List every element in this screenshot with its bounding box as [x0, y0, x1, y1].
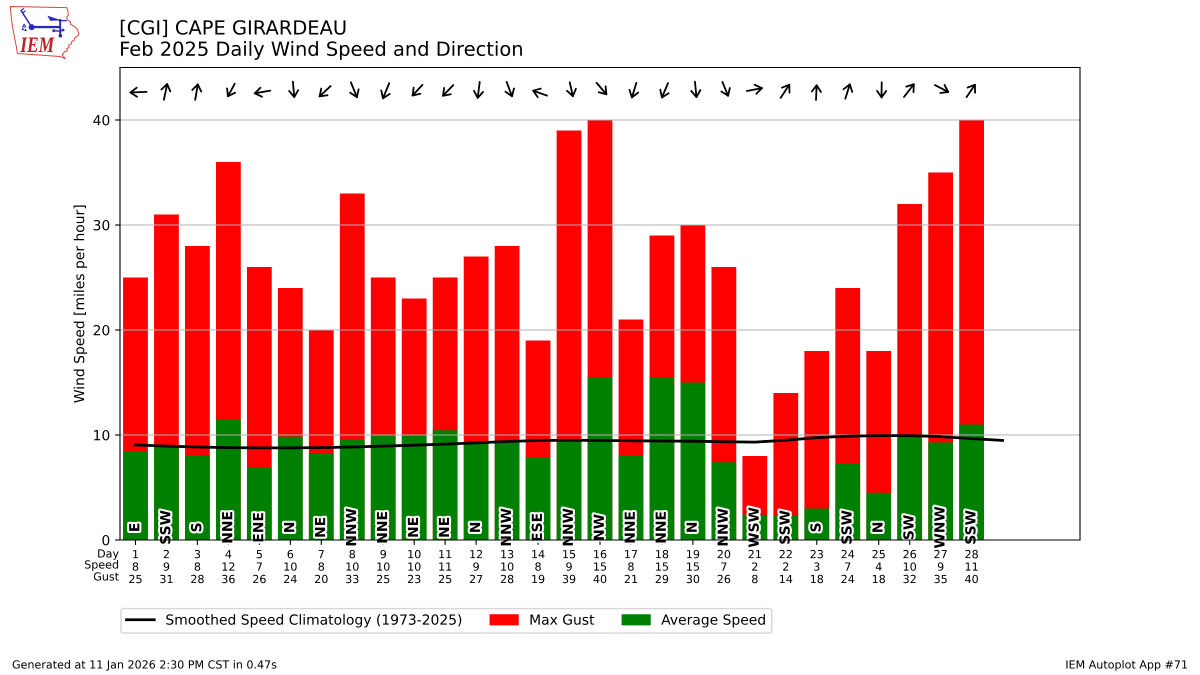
svg-text:IEM: IEM [19, 32, 55, 57]
